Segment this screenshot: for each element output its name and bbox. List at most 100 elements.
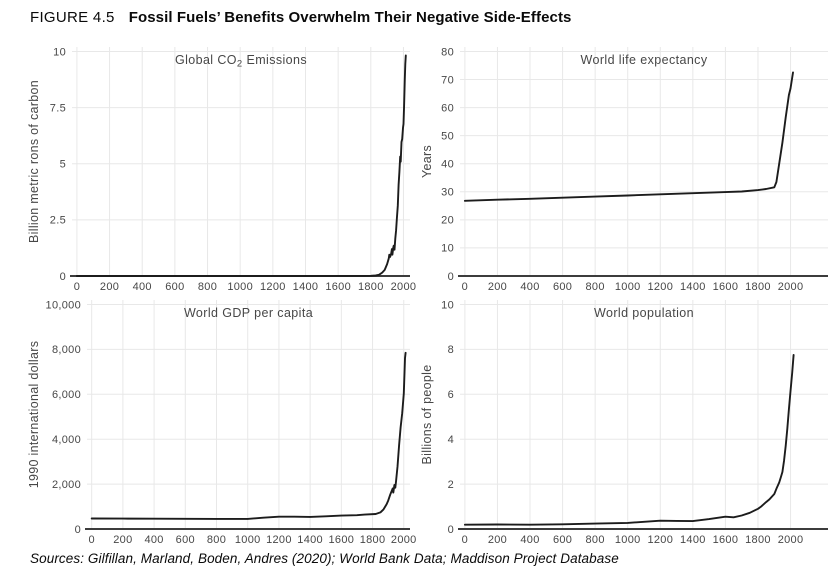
chart-world-gdp-per-capita: 0 2,000 4,000 6,000 8,000 10,000 0 200 400 600 800…: [27, 299, 416, 545]
gridlines: [72, 47, 410, 277]
chart-title: World life expectancy: [581, 53, 708, 67]
svg-text:80: 80: [441, 46, 454, 58]
svg-text:0: 0: [462, 281, 468, 292]
svg-text:400: 400: [144, 534, 163, 545]
svg-text:1800: 1800: [358, 281, 384, 292]
svg-text:1400: 1400: [680, 534, 706, 545]
svg-text:0: 0: [448, 524, 454, 536]
svg-text:2000: 2000: [391, 281, 417, 292]
svg-text:1400: 1400: [293, 281, 319, 292]
x-tick-labels: 0 200 400 600 800 1000 1200 1400 1600 1800 2000: [462, 281, 804, 292]
svg-text:10: 10: [441, 243, 454, 255]
svg-text:4: 4: [448, 434, 454, 446]
y-tick-labels: 0 2.5 5 7.5 10: [50, 46, 66, 283]
svg-text:1800: 1800: [360, 534, 386, 545]
svg-text:8: 8: [448, 344, 454, 356]
svg-text:6: 6: [448, 389, 454, 401]
svg-text:200: 200: [113, 534, 132, 545]
svg-text:0: 0: [75, 524, 81, 536]
figure-header: FIGURE 4.5 Fossil Fuels’ Benefits Overwhe…: [30, 9, 572, 26]
svg-text:1600: 1600: [713, 281, 739, 292]
svg-text:1200: 1200: [647, 534, 673, 545]
y-tick-labels: 0 2 4 6 8 10: [441, 299, 454, 536]
y-tick-labels: 0 2,000 4,000 6,000 8,000 10,000: [46, 299, 81, 536]
y-axis-label: Billions of people: [420, 365, 434, 465]
svg-text:1600: 1600: [713, 534, 739, 545]
svg-text:600: 600: [553, 281, 572, 292]
x-tick-labels: 0 200 400 600 800 1000 1200 1400 1600 1800 2000: [88, 534, 416, 545]
svg-text:200: 200: [488, 534, 507, 545]
svg-text:0: 0: [462, 534, 468, 545]
gridlines: [460, 300, 828, 530]
svg-text:4,000: 4,000: [52, 434, 81, 446]
svg-text:1000: 1000: [615, 534, 641, 545]
figure-title: Fossil Fuels’ Benefits Overwhelm Their N…: [128, 9, 572, 26]
chart-world-population: 0 2 4 6 8 10 0 200 400 600 800 1000 1200 1400 1600 1800…: [420, 299, 828, 545]
svg-text:600: 600: [165, 281, 184, 292]
svg-text:1800: 1800: [745, 281, 771, 292]
svg-text:1200: 1200: [266, 534, 292, 545]
series-line: [463, 71, 794, 202]
svg-text:2000: 2000: [778, 281, 804, 292]
svg-text:10: 10: [53, 46, 66, 58]
x-tick-labels: 0 200 400 600 800 1000 1200 1400 1600 1800 2000: [462, 534, 804, 545]
y-axis-label: Billion metric rons of carbon: [27, 80, 41, 243]
svg-text:1400: 1400: [680, 281, 706, 292]
svg-text:50: 50: [441, 130, 454, 142]
y-tick-labels: 0 10 20 30 40 50 60 70 80: [441, 46, 454, 283]
svg-text:2000: 2000: [778, 534, 804, 545]
svg-text:10: 10: [441, 299, 454, 311]
svg-text:800: 800: [586, 281, 605, 292]
svg-text:1800: 1800: [745, 534, 771, 545]
svg-text:0: 0: [88, 534, 94, 545]
gridlines: [87, 300, 410, 530]
svg-text:1200: 1200: [260, 281, 286, 292]
series-line: [463, 354, 795, 526]
svg-text:2000: 2000: [391, 534, 417, 545]
y-axis-label: 1990 international dollars: [27, 341, 41, 488]
svg-text:1600: 1600: [329, 534, 355, 545]
svg-text:600: 600: [553, 534, 572, 545]
svg-text:30: 30: [441, 187, 454, 199]
chart-title: World GDP per capita: [184, 306, 313, 320]
gridlines: [460, 47, 828, 277]
svg-text:10,000: 10,000: [46, 299, 81, 311]
series-line: [75, 54, 407, 277]
figure-label: FIGURE 4.5: [30, 9, 115, 26]
svg-text:800: 800: [207, 534, 226, 545]
svg-text:0: 0: [74, 281, 80, 292]
svg-text:800: 800: [198, 281, 217, 292]
series-line: [90, 351, 407, 520]
svg-text:1600: 1600: [325, 281, 351, 292]
chart-global-co2-emissions: 0 2.5 5 7.5 10 0 200 400 600 800 1000 1200 1400 1600 1…: [27, 46, 417, 292]
svg-text:2,000: 2,000: [52, 479, 81, 491]
svg-text:800: 800: [586, 534, 605, 545]
svg-text:400: 400: [520, 534, 539, 545]
svg-text:200: 200: [100, 281, 119, 292]
svg-text:1400: 1400: [297, 534, 323, 545]
svg-text:400: 400: [133, 281, 152, 292]
svg-text:7.5: 7.5: [50, 102, 66, 114]
svg-text:8,000: 8,000: [52, 344, 81, 356]
svg-text:2.5: 2.5: [50, 215, 66, 227]
chart-title: Global CO2 Emissions: [175, 53, 307, 70]
svg-text:60: 60: [441, 102, 454, 114]
svg-text:5: 5: [60, 159, 66, 171]
svg-text:70: 70: [441, 74, 454, 86]
chart-title: World population: [594, 306, 694, 320]
svg-text:600: 600: [176, 534, 195, 545]
svg-text:40: 40: [441, 159, 454, 171]
svg-text:20: 20: [441, 215, 454, 227]
x-tick-labels: 0 200 400 600 800 1000 1200 1400 1600 1800 2000: [74, 281, 417, 292]
svg-text:0: 0: [60, 271, 66, 283]
svg-text:1200: 1200: [647, 281, 673, 292]
svg-text:1000: 1000: [615, 281, 641, 292]
svg-text:1000: 1000: [227, 281, 253, 292]
svg-text:0: 0: [448, 271, 454, 283]
svg-text:200: 200: [488, 281, 507, 292]
svg-text:1000: 1000: [235, 534, 261, 545]
svg-text:400: 400: [520, 281, 539, 292]
svg-text:6,000: 6,000: [52, 389, 81, 401]
